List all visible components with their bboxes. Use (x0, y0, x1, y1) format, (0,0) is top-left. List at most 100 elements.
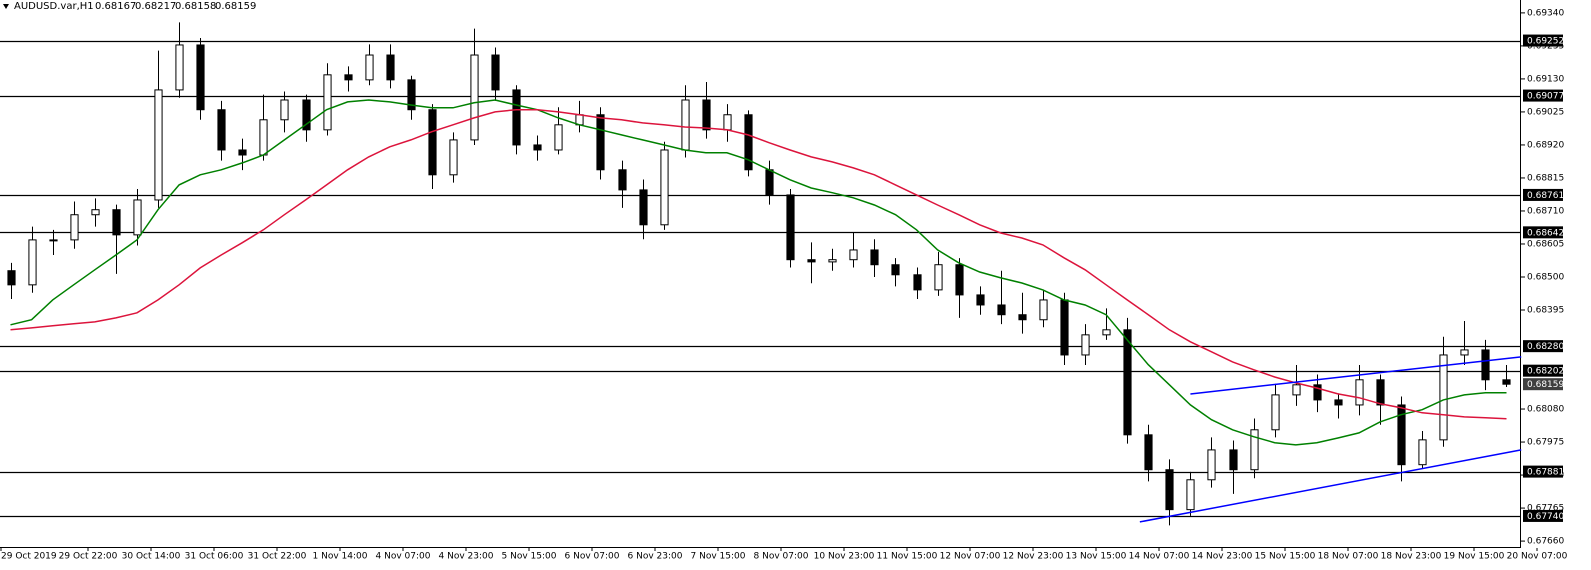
candle-body (133, 199, 142, 236)
candle-body (407, 79, 416, 111)
y-tick-label: 0.68815 (1527, 173, 1564, 183)
candle-body (302, 99, 311, 131)
candle-body (1334, 399, 1343, 406)
x-tick-label: 6 Nov 07:00 (565, 552, 620, 562)
candle-body (91, 209, 100, 216)
candle-body (1271, 394, 1280, 431)
x-tick-label: 14 Nov 23:00 (1192, 552, 1253, 562)
y-tick-label: 0.68605 (1527, 239, 1564, 249)
level-box (1523, 364, 1563, 377)
quote-low: 0.68158 (175, 1, 216, 12)
candle-body (1502, 379, 1511, 385)
y-tick-label: 0.69025 (1527, 107, 1564, 117)
candle-body (1376, 379, 1385, 406)
candle-body (618, 169, 627, 191)
quote-open: 0.68167 (95, 1, 136, 12)
candle-body (913, 274, 922, 291)
candle-body (1250, 429, 1259, 471)
candle-body (1313, 384, 1322, 401)
candle-body (1018, 314, 1027, 321)
x-tick-label: 18 Nov 23:00 (1381, 552, 1442, 562)
candle-body (1355, 379, 1364, 406)
candle-body (154, 89, 163, 201)
current-price-label: 0.68159 (1527, 380, 1564, 390)
candle-body (934, 264, 943, 291)
x-tick-label: 12 Nov 07:00 (940, 552, 1001, 562)
x-tick-label: 15 Nov 15:00 (1255, 552, 1316, 562)
candle-body (1165, 469, 1174, 511)
candle-body (470, 54, 479, 141)
candle-body (702, 99, 711, 131)
candle-body (1292, 384, 1301, 396)
trendline (1190, 356, 1522, 395)
level-label: 0.68280 (1527, 342, 1564, 352)
candle-body (997, 304, 1006, 316)
candle-body (28, 239, 37, 286)
level-box (1523, 188, 1563, 201)
candle-body (786, 194, 795, 261)
candle-body (7, 270, 16, 286)
candle-body (449, 139, 458, 176)
candle-body (639, 189, 648, 226)
candle-body (533, 144, 542, 151)
candle-body (323, 74, 332, 131)
x-tick-label: 29 Oct 2019 (1, 552, 57, 562)
trendline (1139, 449, 1522, 523)
y-tick-label: 0.68500 (1527, 272, 1564, 282)
candle-body (238, 149, 247, 156)
x-tick-label: 31 Oct 22:00 (248, 552, 307, 562)
candle-body (428, 109, 437, 176)
moving-average (10, 99, 1507, 446)
x-tick-label: 1 Nov 14:00 (313, 552, 368, 562)
candle-body (175, 44, 184, 91)
candle-body (1397, 404, 1406, 466)
candle-body (765, 169, 774, 196)
x-tick-label: 8 Nov 07:00 (754, 552, 809, 562)
candle-body (891, 264, 900, 276)
y-tick-label: 0.68080 (1527, 405, 1564, 415)
quote-high: 0.68217 (135, 1, 176, 12)
candle-body (807, 259, 816, 263)
x-tick-label: 19 Nov 15:00 (1444, 552, 1505, 562)
candle-body (1481, 349, 1490, 381)
candle-body (491, 54, 500, 91)
x-tick-label: 11 Nov 15:00 (877, 552, 938, 562)
x-tick-label: 10 Nov 23:00 (814, 552, 875, 562)
candle-body (1186, 479, 1195, 511)
candle-body (828, 259, 837, 263)
x-tick-label: 31 Oct 06:00 (185, 552, 244, 562)
candle-body (259, 119, 268, 156)
y-tick-label: 0.67660 (1527, 537, 1564, 547)
candle-body (1102, 329, 1111, 336)
current-price-box (1523, 378, 1563, 391)
candle-body (196, 44, 205, 111)
candle-body (1039, 299, 1048, 321)
level-label: 0.67881 (1527, 468, 1564, 478)
y-tick-label: 0.69340 (1527, 8, 1564, 18)
quote-close: 0.68159 (215, 1, 256, 12)
x-tick-label: 30 Oct 14:00 (122, 552, 181, 562)
y-tick-label: 0.68710 (1527, 206, 1564, 216)
level-box (1523, 340, 1563, 353)
candle-body (976, 294, 985, 306)
level-box (1523, 226, 1563, 239)
candle-body (280, 99, 289, 121)
candle-body (849, 249, 858, 261)
collapse-icon[interactable] (3, 4, 9, 9)
level-box (1523, 465, 1563, 478)
x-tick-label: 7 Nov 15:00 (691, 552, 746, 562)
level-label: 0.67740 (1527, 512, 1564, 522)
x-tick-label: 6 Nov 23:00 (628, 552, 683, 562)
candle-body (681, 99, 690, 151)
level-label: 0.69252 (1527, 37, 1564, 47)
candle-body (1229, 449, 1238, 471)
level-label: 0.68202 (1527, 367, 1564, 377)
level-box (1523, 34, 1563, 47)
y-tick-label: 0.69130 (1527, 74, 1564, 84)
x-tick-label: 29 Oct 22:00 (59, 552, 118, 562)
level-label: 0.68642 (1527, 228, 1564, 238)
candle-body (870, 249, 879, 266)
candle-body (344, 74, 353, 81)
